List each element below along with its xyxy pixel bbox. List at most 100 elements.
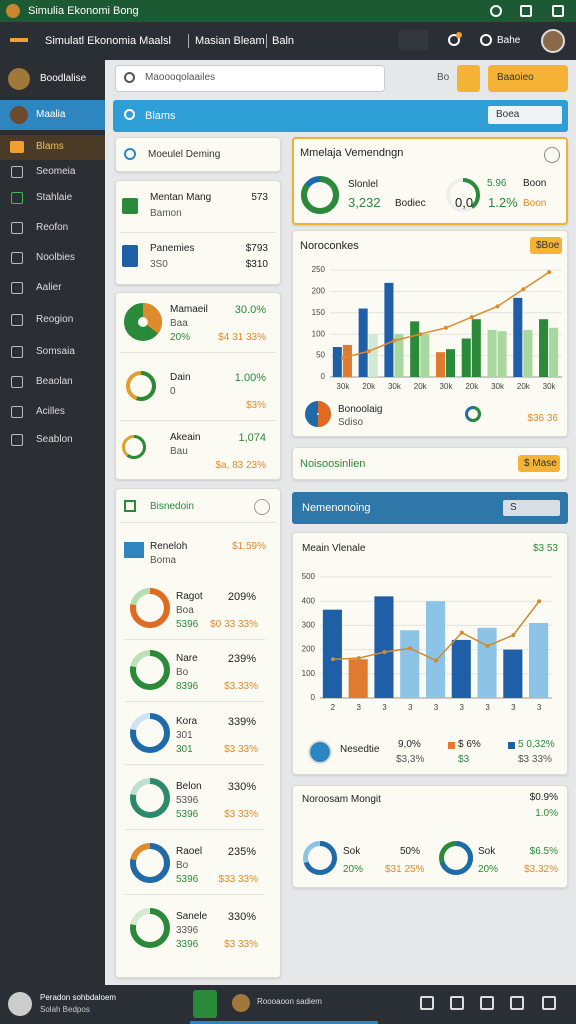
nav-icon xyxy=(11,252,23,264)
donut-arc xyxy=(303,841,337,875)
divider xyxy=(120,420,276,421)
legend-swatch xyxy=(508,742,515,749)
donut-chart xyxy=(130,778,170,818)
stat-name: Panemies xyxy=(150,243,195,254)
summary-donut xyxy=(439,841,473,875)
legend-sub: Sdiso xyxy=(338,417,364,428)
divider xyxy=(125,639,265,640)
item-note: $3 33% xyxy=(224,744,258,755)
window-title: Simulia Ekonomi Bong xyxy=(28,5,139,17)
donut-arc xyxy=(124,303,162,341)
select-label: Boea xyxy=(496,109,520,120)
item-note: $31 25% xyxy=(385,864,425,875)
item-note: $3.33% xyxy=(224,681,258,692)
metric-value: 1,074 xyxy=(238,432,266,444)
nav-icon xyxy=(11,192,23,204)
legend-avatar xyxy=(308,740,332,764)
nav-item: Reogion xyxy=(36,314,74,325)
nav-section: Blams xyxy=(36,141,64,152)
divider xyxy=(125,701,265,702)
item-sub: 5396 xyxy=(176,795,199,806)
band-title: Nemenonoing xyxy=(302,502,371,514)
divider xyxy=(120,522,276,523)
pie-icon xyxy=(124,303,162,341)
item-sub: Bo xyxy=(176,860,189,871)
card xyxy=(115,137,281,172)
item-note: 5396 xyxy=(176,619,199,630)
info-button xyxy=(544,147,560,163)
legend-total: $36 36 xyxy=(527,413,558,424)
legend-value: $ 6% xyxy=(458,739,481,750)
avatar xyxy=(541,29,565,53)
window-button xyxy=(520,5,532,17)
donut-arc xyxy=(446,178,480,212)
legend-value: $3 33% xyxy=(518,754,552,765)
metric-note: 20% xyxy=(170,332,191,343)
button-label: Baaoieo xyxy=(497,72,534,83)
card-title: Noroconkes xyxy=(300,240,359,252)
summary-label: Slonlel xyxy=(348,179,379,190)
contact-name: Roooaoon sadiem xyxy=(257,997,322,1006)
toolbar-icon xyxy=(542,996,556,1010)
divider xyxy=(125,894,265,895)
legend-pie xyxy=(305,401,331,427)
card-value: $0.9% xyxy=(529,792,558,803)
metric-sub: 0 xyxy=(170,386,176,397)
donut-chart xyxy=(130,588,170,628)
nav-item: Beaolan xyxy=(36,376,73,387)
breadcrumb: Baln xyxy=(272,35,295,47)
card-value: 1.0% xyxy=(535,808,558,819)
stat-sub: $310 xyxy=(245,259,268,270)
contact-avatar xyxy=(232,994,250,1012)
summary-pct: 1.2% xyxy=(488,195,518,210)
stat-sub: 3S0 xyxy=(150,259,168,270)
flag-icon xyxy=(124,542,144,558)
toolbar-icon xyxy=(480,996,494,1010)
clear-button xyxy=(254,499,270,515)
filter-button xyxy=(457,65,480,92)
profile-name: Boodlalise xyxy=(40,73,87,84)
item-name: Sanele xyxy=(176,911,208,922)
nav-icon xyxy=(11,376,23,388)
metric-name: Dain xyxy=(170,372,191,383)
donut-arc xyxy=(130,588,170,628)
legend-icon xyxy=(465,406,481,422)
metric-sub: Bau xyxy=(170,446,188,457)
item-name: Sok xyxy=(343,846,361,857)
summary-value: 0,0 xyxy=(455,195,474,210)
badge xyxy=(518,455,560,472)
item-value: 330% xyxy=(227,781,256,793)
item-value: 339% xyxy=(227,716,256,728)
item-sub: 301 xyxy=(176,730,193,741)
item-note: 20% xyxy=(478,864,499,875)
back-arrow xyxy=(10,38,28,42)
legend-swatch xyxy=(448,742,455,749)
nav-icon xyxy=(11,314,23,326)
donut-arc xyxy=(301,176,339,214)
item-note: 8396 xyxy=(176,681,199,692)
card xyxy=(292,785,568,888)
metric-name: Akeain xyxy=(170,432,201,443)
active-tab-line xyxy=(190,1021,378,1024)
refresh-icon xyxy=(480,34,492,46)
home-button xyxy=(193,990,217,1018)
legend-value: 9,0% xyxy=(398,739,421,750)
separator xyxy=(266,34,267,48)
nav-icon xyxy=(11,282,23,294)
item-name: Belon xyxy=(176,781,202,792)
item-sub: 3396 xyxy=(176,925,199,936)
legend-value: $3 xyxy=(458,754,470,765)
summary-sub: Boon xyxy=(523,198,547,209)
item-sub: Bo xyxy=(176,667,189,678)
donut-arc xyxy=(439,841,473,875)
card xyxy=(115,488,281,978)
card-icon xyxy=(124,148,136,160)
nav-icon xyxy=(11,406,23,418)
donut-arc xyxy=(130,843,170,883)
user-avatar xyxy=(8,992,32,1016)
user-name: Peradon sohbdaloem xyxy=(40,993,117,1002)
stat-name: Mentan Mang xyxy=(150,192,212,203)
stat-icon xyxy=(122,198,138,214)
donut-chart xyxy=(130,843,170,883)
item-note: 3396 xyxy=(176,939,199,950)
